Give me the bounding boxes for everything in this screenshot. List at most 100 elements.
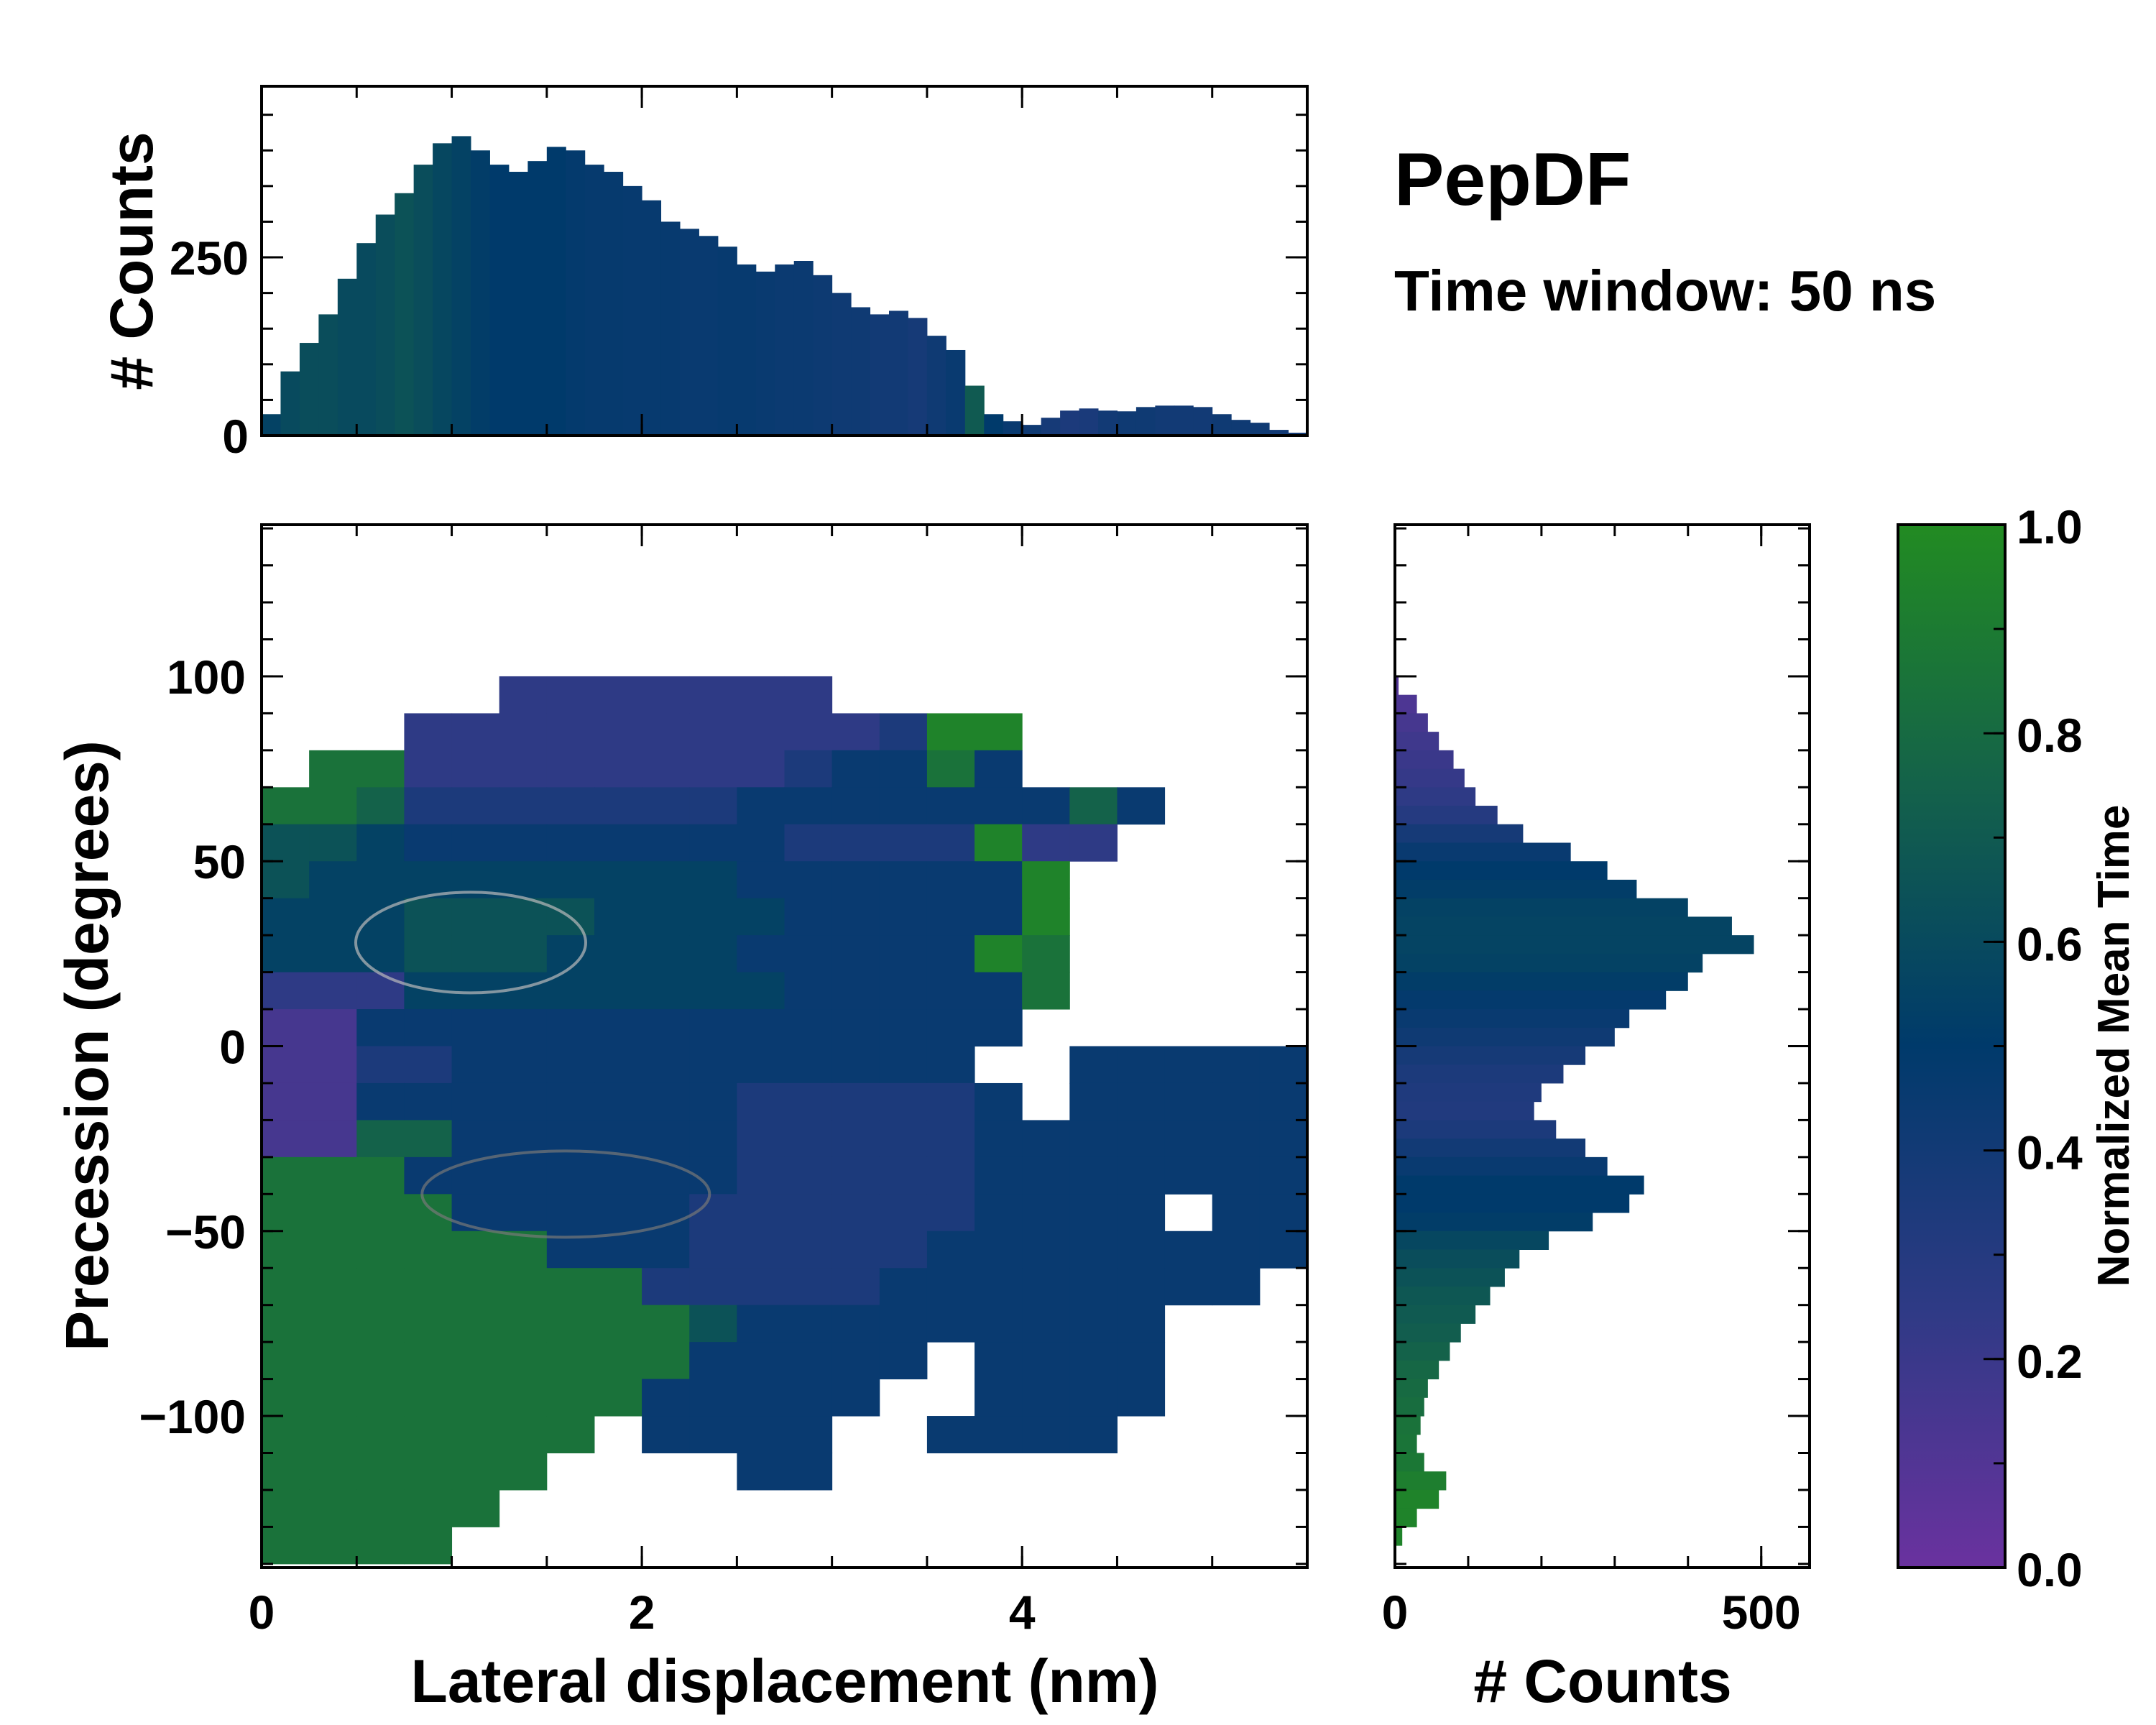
histogram-bar bbox=[299, 343, 319, 436]
heatmap-cell bbox=[975, 750, 1023, 788]
histogram-bar bbox=[660, 221, 681, 436]
heatmap-cell bbox=[926, 935, 975, 973]
heatmap-cell bbox=[1117, 1194, 1166, 1232]
heatmap-cell bbox=[737, 861, 785, 899]
heatmap-cell bbox=[1022, 898, 1070, 936]
heatmap-cell bbox=[1069, 824, 1118, 862]
heatmap-cell bbox=[262, 935, 310, 973]
heatmap-cell bbox=[356, 861, 405, 899]
heatmap-cell bbox=[975, 1156, 1023, 1195]
heatmap-cell bbox=[784, 1009, 833, 1046]
heatmap-cell bbox=[499, 1453, 548, 1491]
plot-title: PepDF bbox=[1394, 138, 1631, 221]
heatmap-cell bbox=[975, 824, 1023, 862]
heatmap-cell bbox=[1259, 1082, 1308, 1121]
heatmap-cell bbox=[642, 1416, 690, 1453]
histogram-bar bbox=[1395, 1508, 1417, 1527]
heatmap-cell bbox=[784, 1416, 833, 1453]
heatmap-cell bbox=[926, 824, 975, 862]
heatmap-cell bbox=[404, 1230, 453, 1269]
heatmap-cell bbox=[642, 787, 690, 825]
heatmap-cell bbox=[831, 824, 880, 862]
heatmap-cell bbox=[642, 1230, 690, 1269]
heatmap-cell bbox=[356, 1305, 405, 1343]
histogram-bar bbox=[546, 147, 566, 436]
heatmap-cell bbox=[784, 676, 833, 714]
heatmap-cell bbox=[642, 713, 690, 751]
heatmap-cell bbox=[546, 676, 595, 714]
heatmap-cell bbox=[831, 1194, 880, 1232]
heatmap-cell bbox=[451, 1379, 500, 1417]
heatmap-cell bbox=[1212, 1046, 1261, 1084]
heatmap-cell bbox=[1022, 861, 1070, 899]
heatmap-cell bbox=[546, 824, 595, 862]
heatmap-cell bbox=[1117, 1120, 1166, 1158]
heatmap-cell bbox=[451, 824, 500, 862]
histogram-bar bbox=[1250, 423, 1270, 436]
heatmap-cell bbox=[737, 713, 785, 751]
heatmap-cell bbox=[879, 1305, 928, 1343]
heatmap-cell bbox=[784, 898, 833, 936]
heatmap-cell bbox=[594, 1046, 642, 1084]
heatmap-cell bbox=[546, 1342, 595, 1380]
x-tick-label: 0 bbox=[249, 1586, 275, 1639]
heatmap-cell bbox=[975, 1342, 1023, 1380]
histogram-bar bbox=[1395, 1379, 1428, 1398]
heatmap-cell bbox=[499, 1046, 548, 1084]
heatmap-cell bbox=[784, 972, 833, 1010]
histogram-bar bbox=[908, 318, 928, 436]
heatmap-cell bbox=[642, 1379, 690, 1417]
heatmap-cell bbox=[737, 750, 785, 788]
heatmap-cell bbox=[594, 676, 642, 714]
heatmap-cell bbox=[262, 1342, 310, 1380]
heatmap-cell bbox=[689, 898, 737, 936]
histogram-bar bbox=[1395, 1305, 1476, 1324]
heatmap-cell bbox=[262, 1046, 310, 1084]
histogram-bar bbox=[775, 264, 795, 436]
histogram-bar bbox=[831, 293, 852, 436]
heatmap-cell bbox=[262, 1009, 310, 1046]
heatmap-cell bbox=[1117, 1305, 1166, 1343]
heatmap-cell bbox=[404, 750, 453, 788]
heatmap-cell bbox=[975, 1194, 1023, 1232]
heatmap-cell bbox=[737, 787, 785, 825]
heatmap-cell bbox=[262, 1156, 310, 1195]
heatmap-cell bbox=[594, 750, 642, 788]
heatmap-cell bbox=[784, 713, 833, 751]
heatmap-cell bbox=[975, 1009, 1023, 1046]
heatmap-cell bbox=[1022, 1230, 1070, 1269]
heatmap-cell bbox=[784, 1268, 833, 1306]
heatmap-cell bbox=[594, 898, 642, 936]
heatmap-cell bbox=[1069, 1268, 1118, 1306]
heatmap-cell bbox=[309, 787, 357, 825]
heatmap-cell bbox=[1069, 1156, 1118, 1195]
x-tick-label: 2 bbox=[629, 1586, 655, 1639]
heatmap-cell bbox=[1212, 1230, 1261, 1269]
heatmap-cell bbox=[689, 1268, 737, 1306]
heatmap-cell bbox=[784, 750, 833, 788]
heatmap-cell bbox=[689, 1082, 737, 1121]
heatmap-cell bbox=[879, 1230, 928, 1269]
heatmap-cell bbox=[784, 1194, 833, 1232]
heatmap-cell bbox=[451, 1268, 500, 1306]
heatmap-cell bbox=[451, 935, 500, 973]
heatmap-cell bbox=[689, 1046, 737, 1084]
heatmap-cell bbox=[356, 1120, 405, 1158]
y-tick-label: −50 bbox=[165, 1205, 246, 1259]
heatmap-cell bbox=[594, 1082, 642, 1121]
histogram-bar bbox=[755, 271, 775, 436]
heatmap-cell bbox=[784, 787, 833, 825]
colorbar-tick-label: 0.0 bbox=[2017, 1543, 2083, 1596]
histogram-bar bbox=[1395, 1471, 1447, 1491]
histogram-bar bbox=[717, 247, 737, 436]
heatmap-cell bbox=[451, 1082, 500, 1121]
histogram-bar bbox=[1395, 1138, 1586, 1158]
heatmap-cell bbox=[784, 1379, 833, 1417]
heatmap-cell bbox=[784, 1082, 833, 1121]
histogram-bar bbox=[1395, 1213, 1593, 1232]
histogram-bar bbox=[1269, 430, 1289, 436]
heatmap-cell bbox=[642, 1082, 690, 1121]
heatmap-cell bbox=[926, 861, 975, 899]
heatmap-cell bbox=[1117, 1379, 1166, 1417]
heatmap-cell bbox=[1022, 1268, 1070, 1306]
